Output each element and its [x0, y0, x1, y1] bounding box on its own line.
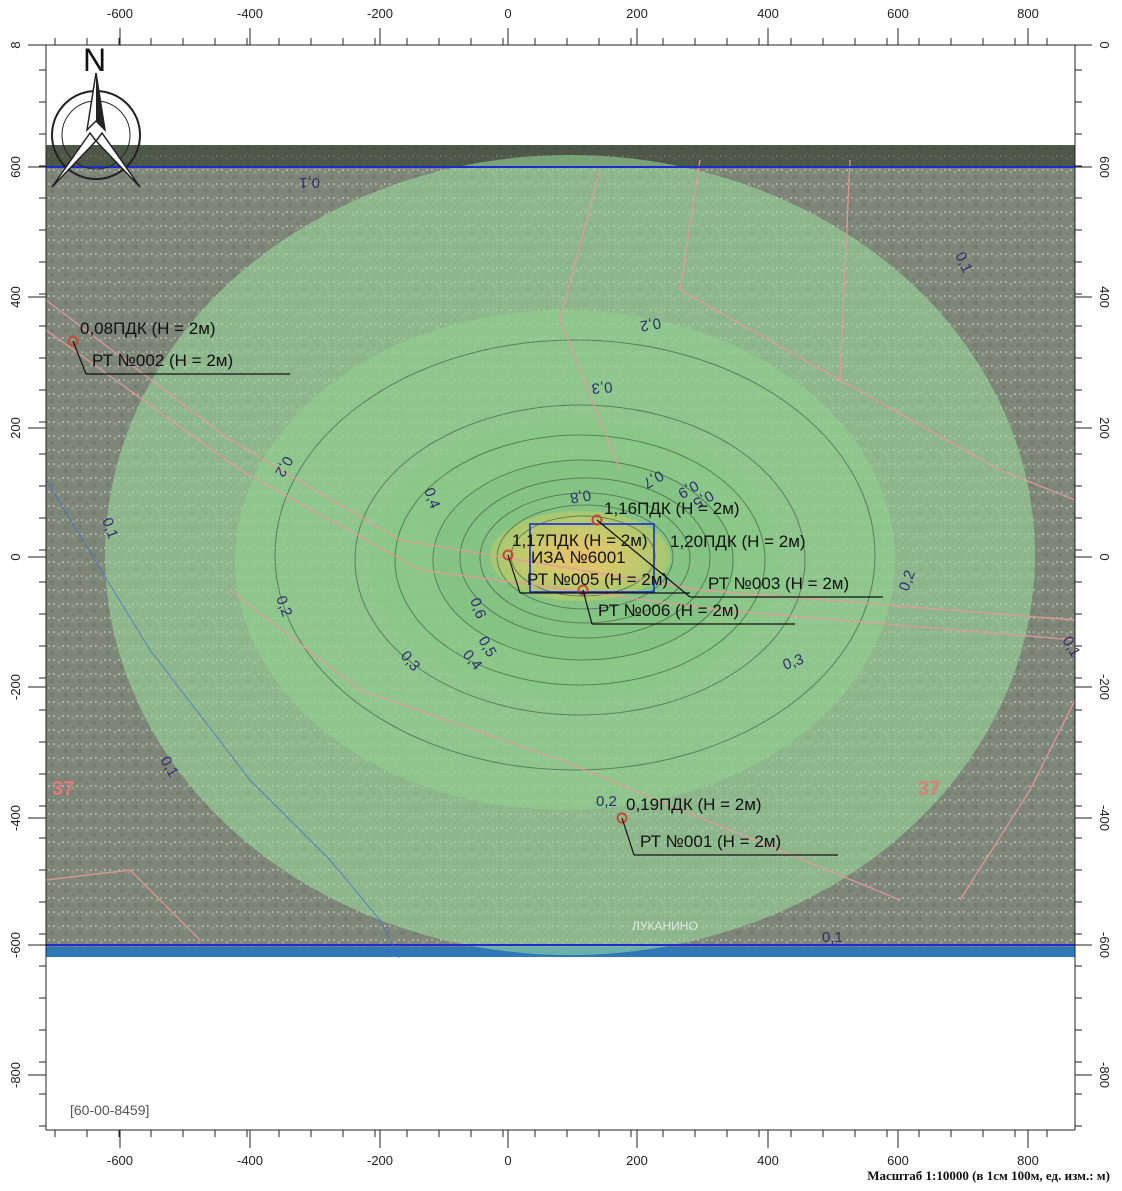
point-value: 0,19ПДК (H = 2м) [626, 795, 762, 814]
isoline-label: 0,1 [822, 929, 843, 946]
x-tick-label: -400 [237, 6, 263, 21]
x-tick-label: 0 [504, 6, 511, 21]
y-tick-label: -200 [1097, 674, 1112, 700]
y-tick-label: -400 [1097, 805, 1112, 831]
frame-lines [45, 166, 1075, 961]
settlement-label: ЛУКАНИНО [632, 919, 698, 933]
point-value: 1,16ПДК (H = 2м) [604, 499, 740, 518]
y-tick-label: 0 [1097, 553, 1112, 560]
x-tick-label: 800 [1017, 6, 1039, 21]
point-value: 0,08ПДК (H = 2м) [80, 319, 216, 338]
map-annotations: 37 37 ЛУКАНИНО [52, 778, 940, 933]
point-name: РТ №002 (H = 2м) [92, 351, 233, 370]
point-value: 1,17ПДК (H = 2м) [512, 531, 648, 550]
point-name: РТ №005 (H = 2м) [527, 570, 668, 589]
y-tick-label: 400 [1097, 286, 1112, 308]
receptor-points: 0,08ПДК (H = 2м) РТ №002 (H = 2м) 1,16ПДК … [67, 319, 884, 856]
cadastral-lines [45, 159, 1076, 941]
y-tick-label: 0 [1097, 41, 1112, 48]
isoline-label: 0,6 [466, 596, 489, 621]
emission-source[interactable]: ИЗА №6001 [529, 523, 655, 593]
receptor-point[interactable]: 1,17ПДК (H = 2м) РТ №005 (H = 2м) [502, 531, 691, 594]
isoline-label: 0,1 [299, 174, 320, 191]
isoline-label: 0,2 [272, 594, 295, 619]
y-tick-label: -400 [8, 805, 23, 831]
point-name: РТ №006 (H = 2м) [598, 601, 739, 620]
y-tick-label: 0 [8, 553, 23, 560]
blank-area [46, 958, 1075, 1128]
x-tick-label: -600 [107, 6, 133, 21]
x-tick-label: 200 [626, 6, 648, 21]
point-name: РТ №001 (H = 2м) [640, 832, 781, 851]
y-tick-label: -800 [1097, 1062, 1112, 1088]
x-tick-label: -600 [107, 1153, 133, 1168]
receptor-point[interactable]: 1,16ПДК (H = 2м) РТ №006 (H = 2м) [577, 499, 796, 625]
map-code: [60-00-8459] [70, 1102, 150, 1118]
point-value: 1,20ПДК (H = 2м) [670, 532, 806, 551]
compass-letter: N [83, 42, 106, 78]
map-number: 37 [52, 778, 74, 800]
contour-lines [274, 339, 876, 771]
x-tick-label: 200 [626, 1153, 648, 1168]
y-tick-label: 400 [8, 286, 23, 308]
y-tick-label: 600 [8, 156, 23, 178]
receptor-point[interactable]: 1,20ПДК (H = 2м) РТ №003 (H = 2м) [591, 514, 884, 598]
axes: -600 -400 -200 0 200 400 600 800 -600 -400 -200 0 2… [8, 6, 1112, 1168]
x-tick-label: -200 [367, 1153, 393, 1168]
pollution-zones [105, 155, 1035, 955]
y-tick-label: -200 [8, 674, 23, 700]
map-scale: Масштаб 1:10000 (в 1см 100м, ед. изм.: м… [867, 1168, 1110, 1183]
x-tick-label: 0 [504, 1153, 511, 1168]
y-tick-label: 8 [8, 41, 23, 48]
north-arrow-icon: N [51, 42, 141, 188]
isoline-label: 0,3 [781, 651, 806, 674]
x-tick-label: 600 [887, 1153, 909, 1168]
y-tick-label: 600 [1097, 156, 1112, 178]
x-tick-label: 400 [757, 1153, 779, 1168]
point-name: РТ №003 (H = 2м) [708, 574, 849, 593]
isoline-label: 0,8 [569, 486, 592, 506]
receptor-point[interactable]: 0,08ПДК (H = 2м) РТ №002 (H = 2м) [67, 319, 291, 375]
isoline-label: 0,4 [420, 486, 443, 511]
x-tick-label: -200 [367, 6, 393, 21]
receptor-point[interactable]: 0,19ПДК (H = 2м) РТ №001 (H = 2м) [616, 795, 839, 856]
y-tick-label: 200 [1097, 417, 1112, 439]
x-tick-label: 400 [757, 6, 779, 21]
y-tick-label: -800 [8, 1062, 23, 1088]
source-label: ИЗА №6001 [531, 548, 626, 567]
isoline-label: 0,2 [596, 793, 617, 810]
y-tick-label: 200 [8, 417, 23, 439]
isoline-label: 0,1 [98, 516, 121, 541]
x-tick-label: 800 [1017, 1153, 1039, 1168]
y-tick-label: -600 [8, 932, 23, 958]
x-tick-label: -400 [237, 1153, 263, 1168]
isoline-label: 0,2 [639, 314, 662, 334]
isoline-label: 0,3 [591, 378, 613, 397]
y-tick-label: -600 [1097, 932, 1112, 958]
map-number: 37 [918, 778, 940, 800]
x-tick-label: 600 [887, 6, 909, 21]
isoline-label: 0,2 [896, 568, 919, 593]
